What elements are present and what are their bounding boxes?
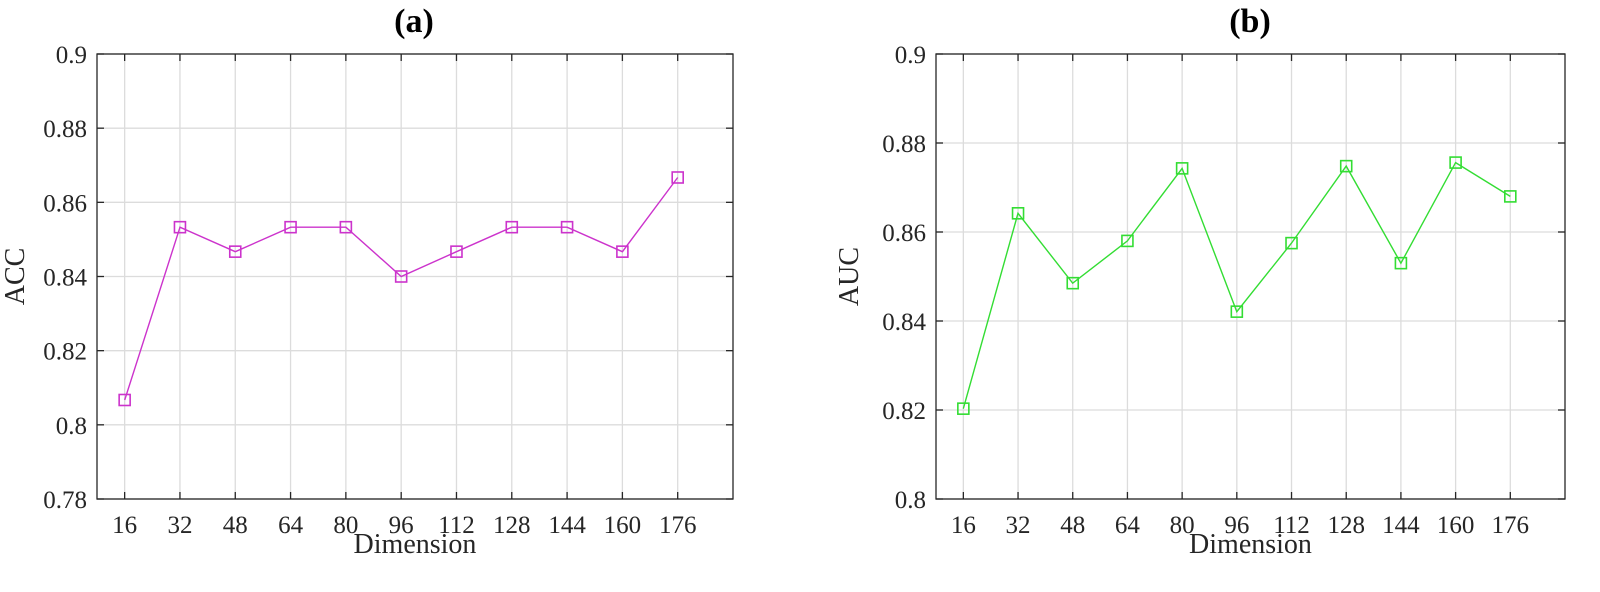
- x-tick-label: 32: [1006, 512, 1031, 539]
- data-point-marker: [1121, 234, 1134, 248]
- x-tick-label: 112: [1273, 512, 1310, 539]
- plot-frame: [935, 53, 1566, 500]
- x-axis-label: Dimension: [354, 529, 477, 560]
- x-tick-label: 144: [548, 512, 586, 539]
- y-tick-label: 0.84: [882, 309, 926, 336]
- data-point-marker: [671, 171, 684, 184]
- x-tick-label: 96: [1224, 512, 1249, 539]
- y-axis-label: ACC: [0, 248, 31, 306]
- x-tick-label: 16: [951, 512, 976, 539]
- data-point-marker: [394, 270, 408, 283]
- x-tick-label: 144: [1382, 512, 1420, 539]
- x-tick-label: 176: [659, 512, 697, 539]
- data-point-marker: [450, 245, 463, 258]
- data-point-marker: [1230, 305, 1244, 318]
- x-axis-label: Dimension: [1189, 529, 1312, 560]
- data-point-marker: [1175, 162, 1189, 175]
- data-point-marker: [505, 220, 519, 234]
- data-point-marker: [284, 220, 297, 234]
- data-point-marker: [1066, 276, 1080, 290]
- data-point-marker: [1285, 236, 1298, 250]
- data-point-marker: [560, 220, 574, 234]
- chart-title: (a): [394, 3, 434, 40]
- x-tick-label: 112: [438, 512, 475, 539]
- data-point-marker: [118, 393, 131, 407]
- x-tick-label: 16: [112, 512, 137, 539]
- y-tick-label: 0.86: [882, 220, 926, 247]
- data-point-marker: [1449, 156, 1462, 169]
- x-tick-label: 80: [333, 512, 358, 539]
- chart-title: (b): [1229, 3, 1271, 40]
- data-point-marker: [957, 402, 970, 415]
- x-tick-label: 32: [167, 512, 192, 539]
- data-point-marker: [1504, 190, 1517, 203]
- y-tick-label: 0.78: [43, 487, 87, 514]
- y-tick-label: 0.88: [43, 116, 87, 143]
- y-tick-label: 0.82: [882, 398, 926, 425]
- x-tick-label: 128: [1327, 512, 1365, 539]
- x-tick-label: 48: [1060, 512, 1085, 539]
- chart-panel-a: 16 32 48 64 80 96 112 128 144 160 176 0.78 0.8 0.82 0.…: [0, 3, 734, 560]
- data-point-marker: [1339, 159, 1353, 173]
- y-tick-label: 0.8: [56, 413, 87, 440]
- chart-panel-b: 16 32 48 64 80 96 112 128 144 160 176 0.8 0.82 0.84 0.…: [834, 3, 1566, 560]
- x-tick-label: 160: [1437, 512, 1475, 539]
- x-tick-label: 176: [1492, 512, 1530, 539]
- data-point-marker: [173, 220, 187, 234]
- x-tick-label: 128: [493, 512, 531, 539]
- series-line: [962, 161, 1511, 409]
- y-tick-label: 0.86: [43, 190, 87, 217]
- y-axis-label: AUC: [834, 247, 865, 306]
- x-tick-label: 64: [1115, 512, 1141, 539]
- y-tick-label: 0.88: [882, 131, 926, 158]
- x-tick-label: 64: [278, 512, 304, 539]
- y-tick-label: 0.84: [43, 265, 87, 292]
- y-tick-label: 0.82: [43, 339, 87, 366]
- x-tick-label: 96: [389, 512, 414, 539]
- data-point-marker: [228, 245, 242, 258]
- y-tick-label: 0.9: [895, 42, 926, 69]
- data-point-marker: [339, 220, 353, 234]
- x-tick-label: 80: [1170, 512, 1195, 539]
- data-point-marker: [616, 245, 629, 258]
- x-tick-label: 48: [223, 512, 248, 539]
- y-tick-label: 0.8: [895, 487, 926, 514]
- data-point-marker: [1011, 207, 1025, 220]
- x-tick-label: 160: [604, 512, 642, 539]
- data-point-marker: [1394, 256, 1408, 270]
- series-line: [124, 177, 679, 401]
- y-tick-label: 0.9: [56, 42, 87, 69]
